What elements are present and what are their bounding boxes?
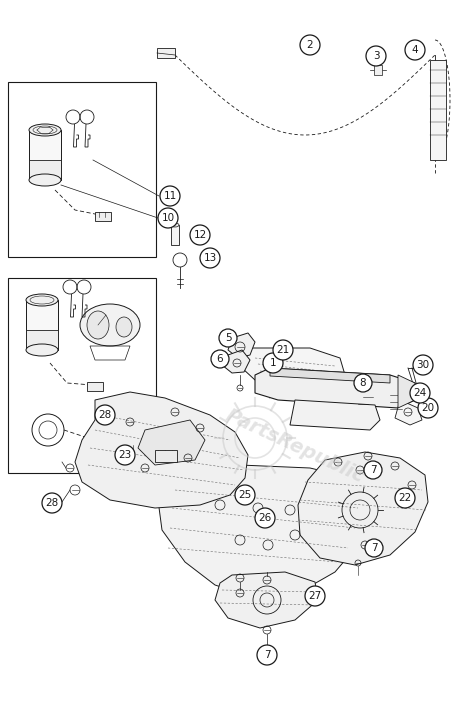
Text: 5: 5	[225, 333, 231, 343]
Text: 30: 30	[416, 360, 429, 370]
Polygon shape	[228, 333, 255, 358]
Text: 27: 27	[308, 591, 322, 601]
Bar	[171, 225, 179, 245]
Circle shape	[405, 40, 425, 60]
Bar	[430, 60, 446, 160]
Polygon shape	[395, 400, 422, 425]
Polygon shape	[138, 420, 205, 465]
Circle shape	[211, 350, 229, 368]
Text: 4: 4	[412, 45, 419, 55]
Text: 26: 26	[258, 513, 272, 523]
Ellipse shape	[26, 344, 58, 356]
Polygon shape	[75, 392, 248, 508]
Ellipse shape	[29, 174, 61, 186]
Circle shape	[300, 35, 320, 55]
Circle shape	[263, 353, 283, 373]
Bar	[8, 82, 156, 257]
Circle shape	[235, 485, 255, 505]
Circle shape	[160, 186, 180, 206]
Ellipse shape	[29, 124, 61, 136]
Polygon shape	[222, 350, 250, 373]
Bar	[157, 48, 175, 58]
Ellipse shape	[87, 311, 109, 339]
Circle shape	[366, 46, 386, 66]
Bar	[8, 278, 156, 473]
Circle shape	[255, 508, 275, 528]
Circle shape	[365, 539, 383, 557]
Polygon shape	[298, 452, 428, 565]
Text: 7: 7	[264, 650, 270, 660]
Text: PartsRepublic: PartsRepublic	[223, 405, 367, 487]
Polygon shape	[398, 375, 415, 408]
Text: 13: 13	[203, 253, 216, 263]
Ellipse shape	[116, 317, 132, 337]
Bar	[87, 382, 103, 391]
Text: 6: 6	[216, 354, 223, 364]
Polygon shape	[270, 368, 390, 383]
Bar	[374, 65, 382, 75]
Ellipse shape	[80, 304, 140, 346]
Polygon shape	[158, 465, 370, 598]
Circle shape	[42, 493, 62, 513]
Circle shape	[190, 225, 210, 245]
Circle shape	[354, 374, 372, 392]
Bar	[95, 212, 111, 221]
Circle shape	[257, 645, 277, 665]
Polygon shape	[255, 368, 415, 408]
Text: 20: 20	[421, 403, 435, 413]
Circle shape	[200, 248, 220, 268]
Ellipse shape	[171, 223, 179, 227]
Text: 8: 8	[360, 378, 366, 388]
Circle shape	[115, 445, 135, 465]
Polygon shape	[290, 400, 380, 430]
Text: 28: 28	[46, 498, 59, 508]
Bar	[29, 130, 61, 180]
Text: 7: 7	[370, 465, 376, 475]
Text: 3: 3	[373, 51, 379, 61]
Polygon shape	[215, 572, 318, 628]
Text: 21: 21	[276, 345, 290, 355]
Text: 25: 25	[239, 490, 252, 500]
Circle shape	[395, 488, 415, 508]
Text: 12: 12	[193, 230, 207, 240]
Text: 24: 24	[414, 388, 427, 398]
Polygon shape	[242, 348, 345, 392]
Bar	[26, 330, 58, 348]
Bar	[155, 450, 177, 462]
Text: 22: 22	[398, 493, 412, 503]
Text: 10: 10	[161, 213, 175, 223]
Text: 1: 1	[270, 358, 276, 368]
Text: 11: 11	[163, 191, 177, 201]
Text: 23: 23	[118, 450, 132, 460]
Circle shape	[364, 461, 382, 479]
Text: 2: 2	[307, 40, 313, 50]
Circle shape	[158, 208, 178, 228]
Circle shape	[305, 586, 325, 606]
Circle shape	[95, 405, 115, 425]
Circle shape	[273, 340, 293, 360]
Circle shape	[413, 355, 433, 375]
Bar	[26, 300, 58, 350]
Ellipse shape	[26, 294, 58, 306]
Circle shape	[418, 398, 438, 418]
Bar	[123, 445, 145, 459]
Bar	[29, 160, 61, 178]
Circle shape	[410, 383, 430, 403]
Text: 28: 28	[98, 410, 112, 420]
Text: 7: 7	[371, 543, 377, 553]
Circle shape	[219, 329, 237, 347]
